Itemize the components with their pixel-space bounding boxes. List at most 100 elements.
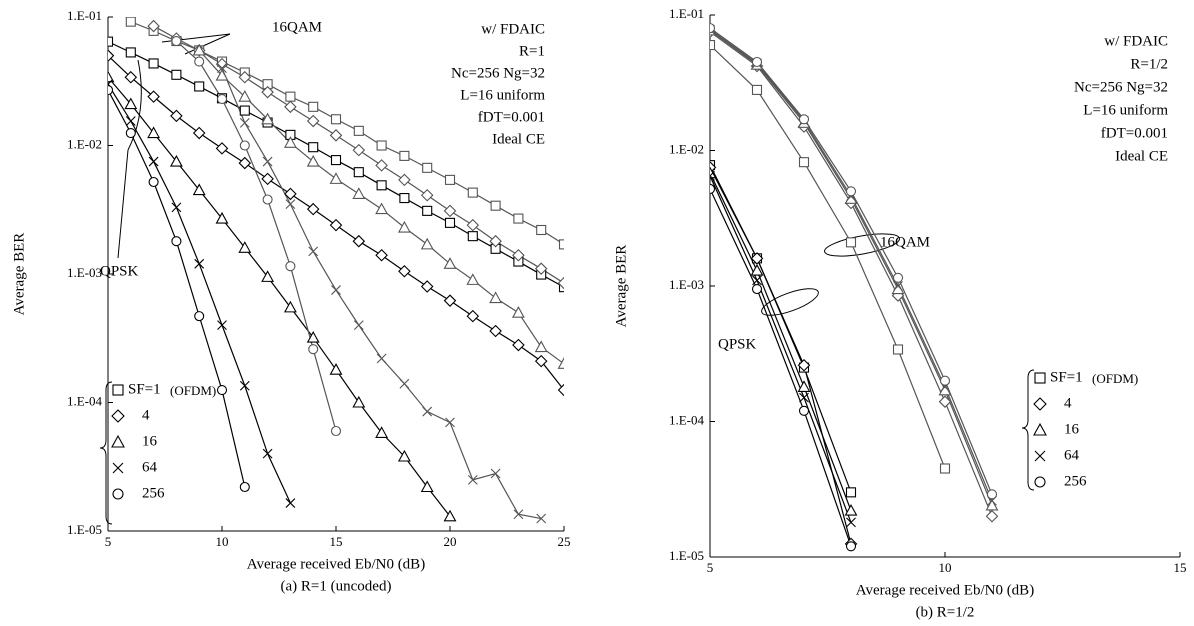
- y-tick-label: 1.E-01: [669, 6, 704, 21]
- marker: [171, 69, 182, 80]
- legend-label: 4: [1064, 395, 1072, 411]
- y-axis-label: Average BER: [613, 245, 629, 328]
- legend-marker: [1034, 450, 1046, 462]
- marker: [939, 375, 951, 386]
- marker: [194, 81, 205, 92]
- marker: [192, 43, 206, 56]
- marker: [261, 85, 274, 99]
- marker: [285, 91, 296, 102]
- note: Nc=256 Ng=32: [451, 65, 545, 81]
- marker: [194, 258, 205, 269]
- marker: [466, 309, 480, 323]
- marker: [108, 49, 115, 62]
- marker: [557, 357, 564, 369]
- marker: [194, 56, 205, 67]
- marker: [534, 354, 548, 368]
- marker: [845, 541, 857, 552]
- x-tick-label: 5: [105, 534, 112, 549]
- marker: [422, 162, 433, 173]
- legend-brace: [99, 381, 113, 525]
- marker: [262, 156, 273, 167]
- series-line: [710, 175, 852, 523]
- marker: [171, 35, 182, 47]
- marker: [443, 257, 457, 269]
- marker: [799, 392, 809, 403]
- legend-label: 256: [1064, 473, 1087, 489]
- marker: [262, 194, 273, 205]
- y-tick-label: 1.E-03: [67, 265, 102, 280]
- legend-label: 16: [142, 433, 158, 449]
- legend-note: (OFDM): [170, 383, 216, 398]
- marker: [108, 85, 114, 96]
- y-tick-label: 1.E-04: [669, 412, 705, 427]
- group-ellipse: [824, 233, 900, 257]
- marker: [798, 157, 810, 168]
- note: fDT=0.001: [1101, 125, 1168, 141]
- marker: [844, 503, 858, 516]
- marker: [398, 264, 411, 278]
- marker: [466, 218, 480, 232]
- marker: [798, 114, 810, 125]
- marker: [306, 330, 320, 343]
- marker: [710, 183, 716, 195]
- marker: [422, 406, 433, 417]
- marker: [147, 19, 160, 33]
- marker: [751, 84, 763, 95]
- marker: [750, 263, 764, 276]
- marker: [306, 154, 320, 167]
- marker: [171, 236, 182, 247]
- marker: [797, 380, 811, 392]
- marker: [306, 202, 320, 216]
- marker: [171, 202, 182, 213]
- marker: [557, 383, 564, 397]
- marker: [125, 127, 136, 139]
- caption: (b) R=1/2: [916, 604, 975, 620]
- marker: [376, 180, 387, 191]
- marker: [308, 101, 319, 112]
- marker: [443, 509, 457, 522]
- annotation-arrow: [117, 59, 142, 259]
- marker: [148, 156, 159, 167]
- group-label: 16QAM: [880, 234, 930, 250]
- note: Nc=256 Ng=32: [1074, 79, 1168, 95]
- marker: [985, 498, 999, 511]
- note: Ideal CE: [1115, 148, 1168, 164]
- marker: [239, 380, 250, 391]
- marker: [262, 448, 273, 459]
- marker: [376, 140, 387, 151]
- marker: [215, 142, 229, 155]
- marker: [125, 47, 136, 58]
- legend-marker: [1033, 397, 1047, 411]
- legend-label: SF=1: [128, 381, 161, 397]
- marker: [534, 262, 548, 275]
- marker: [217, 63, 227, 74]
- marker: [284, 187, 297, 201]
- marker: [124, 97, 138, 110]
- marker: [238, 90, 252, 102]
- marker: [489, 234, 502, 248]
- marker: [536, 224, 547, 236]
- marker: [398, 173, 411, 187]
- marker: [375, 202, 389, 215]
- marker: [306, 114, 320, 128]
- legend-note: (OFDM): [1092, 371, 1138, 386]
- marker: [283, 136, 297, 148]
- legend-label: SF=1: [1050, 369, 1083, 385]
- marker: [108, 36, 114, 47]
- x-tick-label: 15: [1174, 560, 1187, 575]
- note: fDT=0.001: [478, 109, 545, 125]
- marker: [239, 140, 250, 151]
- marker: [513, 213, 524, 224]
- x-axis-label: Average received Eb/N0 (dB): [856, 582, 1034, 598]
- plot-area: [710, 23, 999, 552]
- marker: [308, 142, 319, 153]
- legend-marker: [1034, 476, 1046, 488]
- note: Ideal CE: [492, 131, 545, 147]
- marker: [399, 378, 410, 389]
- marker: [353, 320, 364, 331]
- marker: [353, 167, 364, 178]
- marker: [710, 23, 716, 34]
- marker: [284, 100, 297, 114]
- marker: [283, 300, 297, 313]
- marker: [285, 199, 296, 209]
